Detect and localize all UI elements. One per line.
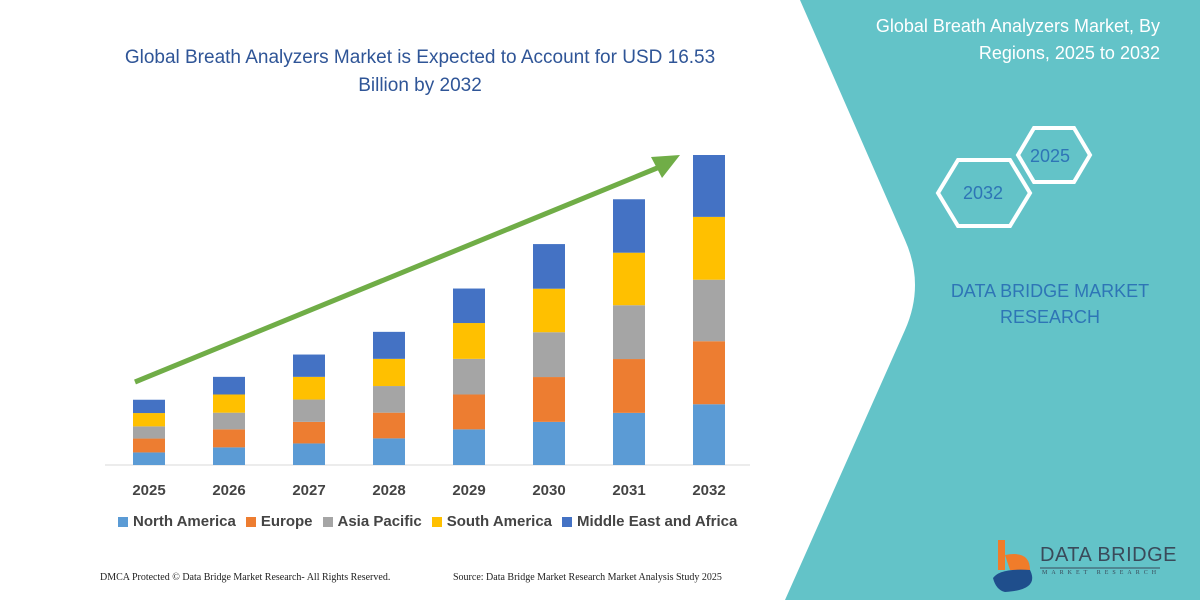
legend-swatch [118,516,128,527]
side-panel-title: Global Breath Analyzers Market, By Regio… [875,16,1160,63]
bar-segment-2031-south-america [613,252,645,306]
legend-label: South America [446,513,553,530]
x-tick-label: 2028 [372,482,405,499]
footer-source: Source: Data Bridge Market Research Mark… [453,572,722,583]
footer-copyright: DMCA Protected © Data Bridge Market Rese… [100,572,391,583]
hex-label-2032: 2032 [963,183,1004,203]
bar-segment-2025-middle-east-and-africa [133,399,165,414]
bar-segment-2027-asia-pacific [293,399,325,422]
bar-segment-2025-asia-pacific [133,426,165,439]
hexagon-2032 [935,158,1033,228]
legend-swatch [322,516,333,527]
bar-segment-2027-south-america [293,376,325,400]
bar-segment-2032-north-america [693,404,725,465]
bar-segment-2027-europe [293,421,325,444]
bar-segment-2027-middle-east-and-africa [293,354,325,377]
bar-segment-2025-europe [133,438,165,453]
bar-segment-2032-middle-east-and-africa [693,155,725,217]
legend-label: Europe [260,513,313,530]
legend-label: Middle East and Africa [577,513,738,530]
bar-segment-2031-asia-pacific [613,305,645,360]
legend-swatch [245,516,256,527]
bar-segment-2031-middle-east-and-africa [613,199,645,253]
legend-item-south-america: South America [431,513,553,530]
bar-segment-2029-asia-pacific [453,358,485,395]
bar-segment-2031-europe [613,359,645,413]
legend-label: Asia Pacific [337,513,422,530]
bar-segment-2027-north-america [293,443,325,465]
hexagon-2025 [1015,126,1093,184]
bar-segment-2030-north-america [533,421,565,465]
bar-segment-2028-north-america [373,438,405,465]
teal-side-panel [785,0,1200,600]
bar-segment-2025-north-america [133,452,165,465]
logo-icon [993,540,1033,592]
x-tick-label: 2026 [212,482,245,499]
hex-label-2025: 2025 [1030,146,1071,166]
logo-text: DATA BRIDGE [1040,544,1178,566]
bar-segment-2028-south-america [373,358,405,387]
legend-item-north-america: North America [118,513,236,530]
bar-segment-2030-europe [533,377,565,422]
bar-segment-2026-north-america [213,447,245,465]
legend-item-middle-east-africa: Middle East and Africa [562,513,737,530]
bar-segment-2025-south-america [133,413,165,427]
bar-segment-2032-asia-pacific [693,279,725,342]
bar-segment-2030-asia-pacific [533,332,565,378]
bar-segment-2030-south-america [533,288,565,333]
legend-label: North America [133,513,236,530]
bar-segment-2032-europe [693,341,725,405]
legend-swatch [562,516,573,527]
bar-segment-2028-asia-pacific [373,386,405,413]
x-tick-label: 2025 [132,482,165,499]
bar-segment-2028-middle-east-and-africa [373,331,405,359]
x-tick-label: 2027 [292,482,325,499]
bar-segment-2030-middle-east-and-africa [533,244,565,289]
bar-segment-2026-europe [213,429,245,448]
bar-segment-2029-north-america [453,429,485,465]
bar-segment-2031-north-america [613,412,645,465]
logo-subtext: MARKET RESEARCH [1042,570,1161,576]
chart-title: Global Breath Analyzers Market is Expect… [124,47,716,96]
bar-segment-2026-south-america [213,394,245,413]
trend-arrow-line [134,163,663,385]
bar-segment-2026-middle-east-and-africa [213,376,245,395]
x-tick-label: 2029 [452,482,485,499]
bar-segment-2029-middle-east-and-africa [453,288,485,324]
brand-line: DATA BRIDGE MARKET RESEARCH [950,281,1150,327]
bar-segment-2026-asia-pacific [213,412,245,430]
x-tick-label: 2031 [612,482,645,499]
x-tick-label: 2032 [692,482,725,499]
bar-segment-2032-south-america [693,216,725,280]
legend-item-europe: Europe [245,513,313,530]
legend-item-asia-pacific: Asia Pacific [322,513,422,530]
chart-legend: North America Europe Asia Pacific South … [118,513,737,530]
stacked-bar-chart: 2025 2026 2027 2028 2029 2030 2031 2032 [105,155,750,499]
bar-segment-2029-europe [453,394,485,430]
trend-arrow-head [651,155,680,178]
legend-swatch [431,516,442,527]
bar-segment-2029-south-america [453,323,485,359]
bar-segment-2028-europe [373,412,405,439]
x-tick-label: 2030 [532,482,565,499]
